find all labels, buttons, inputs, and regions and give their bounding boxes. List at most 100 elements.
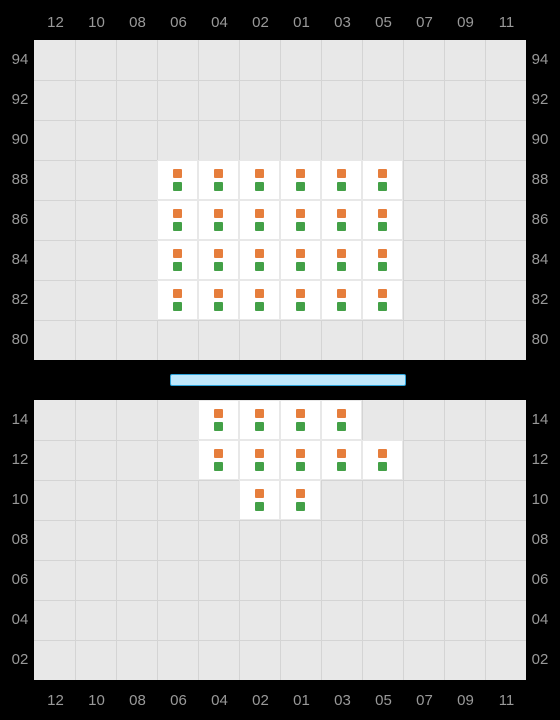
col-label-bottom: 06 (168, 692, 190, 710)
seat-marker-green (214, 422, 223, 431)
seat-marker-green (296, 302, 305, 311)
seat-cell[interactable] (198, 440, 239, 480)
seat-cell[interactable] (321, 280, 362, 320)
row-label-left: 90 (10, 131, 30, 149)
seat-marker-green (173, 182, 182, 191)
grid-line-horz (34, 560, 526, 561)
row-label-left: 88 (10, 171, 30, 189)
seat-cell[interactable] (280, 160, 321, 200)
seat-cell[interactable] (239, 440, 280, 480)
seat-marker-orange (296, 489, 305, 498)
row-label-left: 10 (10, 491, 30, 509)
seat-cell[interactable] (239, 200, 280, 240)
seat-cell[interactable] (239, 160, 280, 200)
seat-cell[interactable] (157, 200, 198, 240)
seat-marker-orange (337, 209, 346, 218)
seat-marker-green (214, 262, 223, 271)
seat-marker-green (378, 222, 387, 231)
seat-cell[interactable] (280, 200, 321, 240)
seat-marker-orange (378, 449, 387, 458)
col-label-top: 07 (414, 14, 436, 32)
seat-marker-green (214, 182, 223, 191)
col-label-bottom: 03 (332, 692, 354, 710)
seat-cell[interactable] (362, 160, 403, 200)
seat-marker-orange (173, 249, 182, 258)
seat-cell[interactable] (157, 240, 198, 280)
seat-marker-orange (214, 289, 223, 298)
seat-cell[interactable] (239, 480, 280, 520)
seat-marker-orange (214, 409, 223, 418)
seat-marker-green (378, 182, 387, 191)
row-label-left: 82 (10, 291, 30, 309)
stage-bar (170, 374, 406, 386)
grid-line-horz (34, 600, 526, 601)
row-label-left: 14 (10, 411, 30, 429)
seat-marker-green (255, 182, 264, 191)
grid-line-horz (34, 80, 526, 81)
seat-marker-orange (296, 169, 305, 178)
row-label-left: 02 (10, 651, 30, 669)
seat-marker-orange (378, 169, 387, 178)
seat-marker-green (337, 462, 346, 471)
seat-marker-orange (296, 409, 305, 418)
row-label-right: 14 (530, 411, 550, 429)
seat-cell[interactable] (157, 280, 198, 320)
seat-cell[interactable] (321, 160, 362, 200)
seat-cell[interactable] (321, 200, 362, 240)
seat-marker-orange (255, 249, 264, 258)
col-label-top: 03 (332, 14, 354, 32)
col-label-top: 06 (168, 14, 190, 32)
row-label-right: 82 (530, 291, 550, 309)
seat-marker-green (255, 302, 264, 311)
row-label-right: 10 (530, 491, 550, 509)
col-label-bottom: 04 (209, 692, 231, 710)
seat-cell[interactable] (198, 160, 239, 200)
seat-cell[interactable] (321, 240, 362, 280)
col-label-top: 02 (250, 14, 272, 32)
seat-marker-green (378, 462, 387, 471)
seat-marker-green (255, 462, 264, 471)
seat-marker-orange (378, 249, 387, 258)
seat-cell[interactable] (239, 400, 280, 440)
seat-cell[interactable] (157, 160, 198, 200)
seat-marker-orange (337, 169, 346, 178)
seat-cell[interactable] (198, 240, 239, 280)
seat-cell[interactable] (280, 240, 321, 280)
seat-cell[interactable] (362, 240, 403, 280)
row-label-left: 94 (10, 51, 30, 69)
col-label-bottom: 08 (127, 692, 149, 710)
seat-marker-green (255, 422, 264, 431)
row-label-right: 88 (530, 171, 550, 189)
col-label-bottom: 07 (414, 692, 436, 710)
col-label-top: 09 (455, 14, 477, 32)
seat-cell[interactable] (239, 280, 280, 320)
seat-cell[interactable] (321, 400, 362, 440)
seat-marker-green (214, 302, 223, 311)
row-label-right: 02 (530, 651, 550, 669)
col-label-top: 05 (373, 14, 395, 32)
seat-marker-orange (296, 289, 305, 298)
seat-cell[interactable] (198, 400, 239, 440)
row-label-left: 80 (10, 331, 30, 349)
seat-cell[interactable] (198, 280, 239, 320)
row-label-left: 04 (10, 611, 30, 629)
seat-cell[interactable] (362, 200, 403, 240)
row-label-left: 84 (10, 251, 30, 269)
seat-marker-green (337, 302, 346, 311)
seat-marker-orange (337, 289, 346, 298)
seat-cell[interactable] (280, 400, 321, 440)
seat-marker-orange (255, 169, 264, 178)
seat-cell[interactable] (280, 280, 321, 320)
row-label-right: 06 (530, 571, 550, 589)
seat-cell[interactable] (280, 480, 321, 520)
seat-cell[interactable] (362, 280, 403, 320)
seat-marker-orange (378, 289, 387, 298)
seat-marker-green (255, 502, 264, 511)
seat-cell[interactable] (321, 440, 362, 480)
seat-marker-green (214, 462, 223, 471)
seat-cell[interactable] (362, 440, 403, 480)
seat-cell[interactable] (198, 200, 239, 240)
seat-marker-green (255, 222, 264, 231)
seat-cell[interactable] (280, 440, 321, 480)
seat-cell[interactable] (239, 240, 280, 280)
